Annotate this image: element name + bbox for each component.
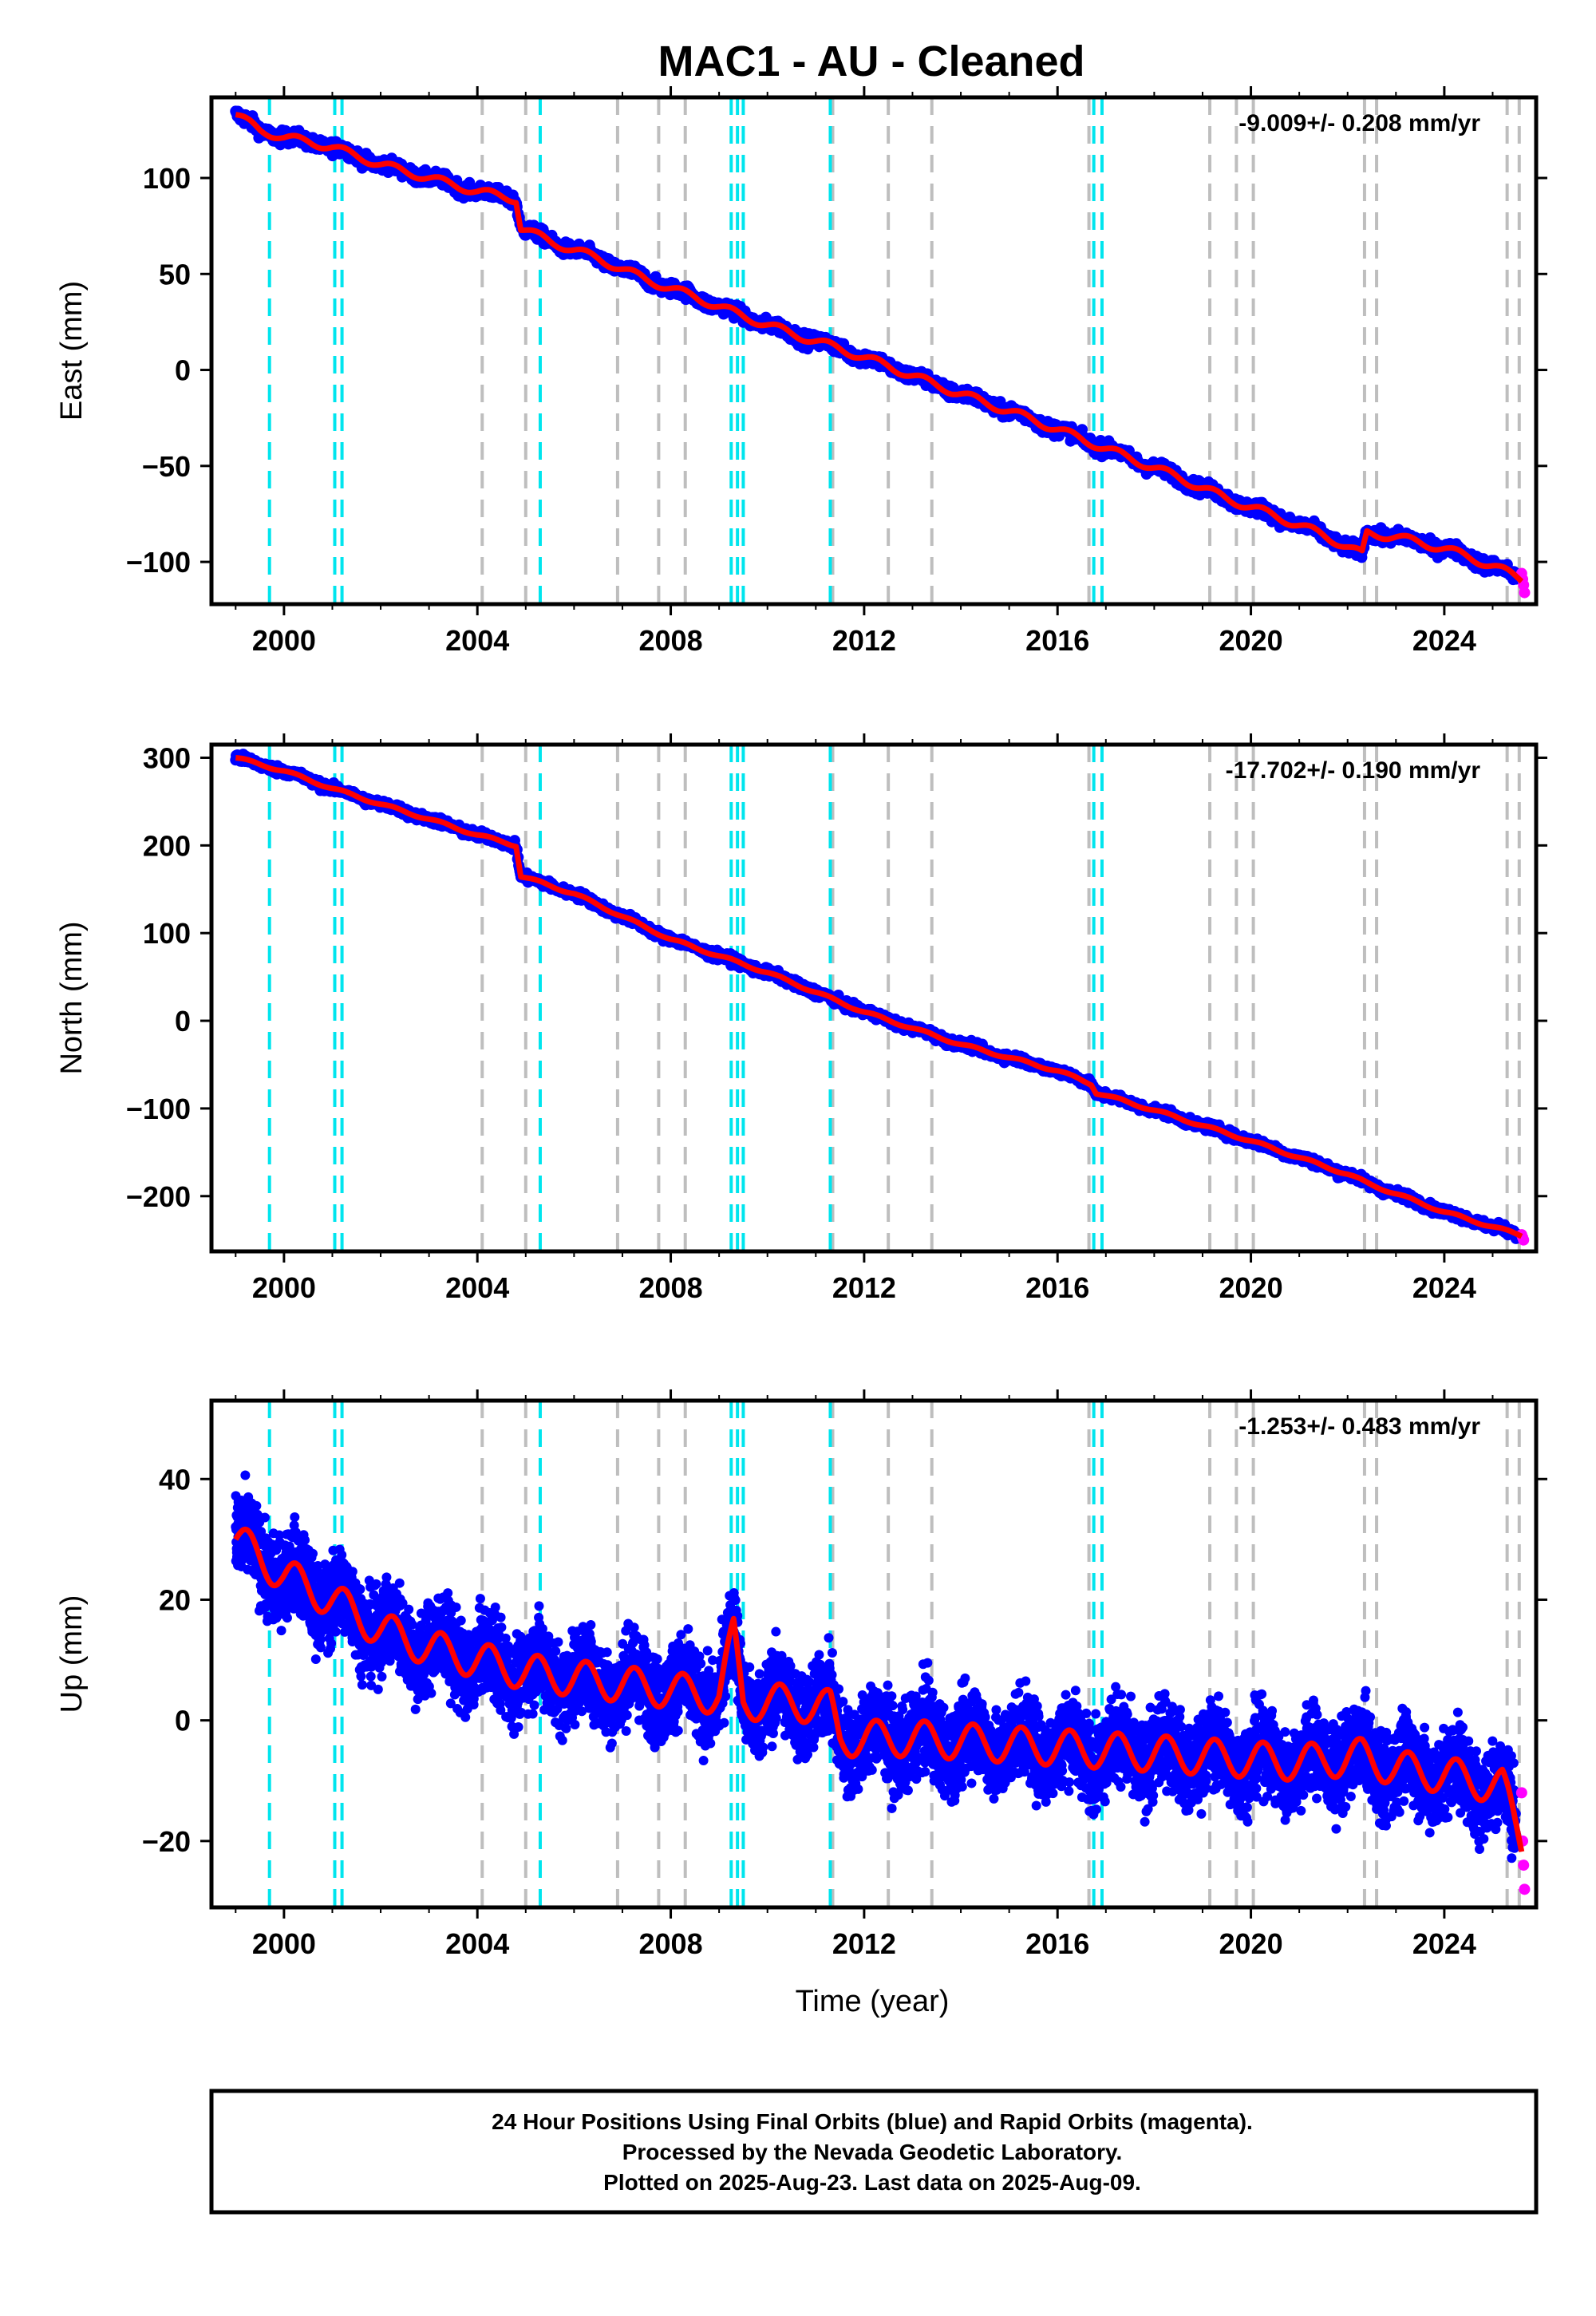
final-orbit-point bbox=[240, 1470, 251, 1480]
y-axis-label-north-mm: North (mm) bbox=[55, 921, 89, 1074]
x-tick-label-2016: 2016 bbox=[1025, 1271, 1089, 1304]
x-tick-label-2016: 2016 bbox=[1025, 624, 1089, 657]
y-tick-label: 50 bbox=[159, 258, 191, 290]
plot-area bbox=[230, 745, 1530, 1251]
x-tick-label-2012: 2012 bbox=[832, 1271, 896, 1304]
east-panel: 2000 2004 2008 2012 2016 2020 2024 100 50 0 −50 −10… bbox=[55, 86, 1547, 657]
north-panel: 2000 2004 2008 2012 2016 2020 2024 300 200 100 0 −1… bbox=[55, 733, 1547, 1304]
x-tick-label-2024: 2024 bbox=[1412, 624, 1476, 657]
x-tick-label-2020: 2020 bbox=[1219, 1271, 1283, 1304]
y-tick-label: −200 bbox=[126, 1180, 191, 1213]
x-tick-label-2004: 2004 bbox=[445, 1271, 509, 1304]
x-tick-label-2004: 2004 bbox=[445, 624, 509, 657]
rapid-orbit-point bbox=[1519, 587, 1531, 599]
y-tick-label: 100 bbox=[143, 917, 191, 950]
y-axis-label-east-mm: East (mm) bbox=[55, 281, 89, 421]
y-tick-label: −50 bbox=[142, 450, 191, 483]
figure-title: MAC1 - AU - Cleaned bbox=[658, 38, 1084, 85]
x-tick-label-2020: 2020 bbox=[1219, 624, 1283, 657]
y-tick-label: 0 bbox=[175, 354, 191, 387]
plot-area bbox=[230, 97, 1531, 604]
x-tick-label-2012: 2012 bbox=[832, 624, 896, 657]
x-tick-label-2008: 2008 bbox=[639, 624, 703, 657]
rate-label: -17.702+/- 0.190 mm/yr bbox=[1226, 757, 1481, 784]
y-tick-label: −100 bbox=[126, 1093, 191, 1125]
x-tick-label-2000: 2000 bbox=[252, 624, 316, 657]
y-tick-label: 200 bbox=[143, 829, 191, 862]
x-tick-label-2008: 2008 bbox=[639, 1271, 703, 1304]
final-orbit-point bbox=[259, 1512, 270, 1523]
y-tick-label: 300 bbox=[143, 741, 191, 774]
y-tick-label: 0 bbox=[175, 1005, 191, 1037]
final-orbit-point bbox=[251, 1500, 262, 1511]
model-line bbox=[234, 112, 1524, 584]
plot-frame bbox=[209, 95, 1539, 607]
x-tick-label-2000: 2000 bbox=[252, 1271, 316, 1304]
y-tick-label: 100 bbox=[143, 162, 191, 195]
y-tick-label: −100 bbox=[126, 546, 191, 579]
rate-label: -9.009+/- 0.208 mm/yr bbox=[1238, 110, 1480, 136]
final-orbit-point bbox=[276, 1626, 286, 1636]
x-tick-label-2024: 2024 bbox=[1412, 1271, 1476, 1304]
